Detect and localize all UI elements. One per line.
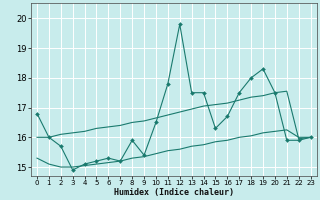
X-axis label: Humidex (Indice chaleur): Humidex (Indice chaleur) bbox=[114, 188, 234, 197]
